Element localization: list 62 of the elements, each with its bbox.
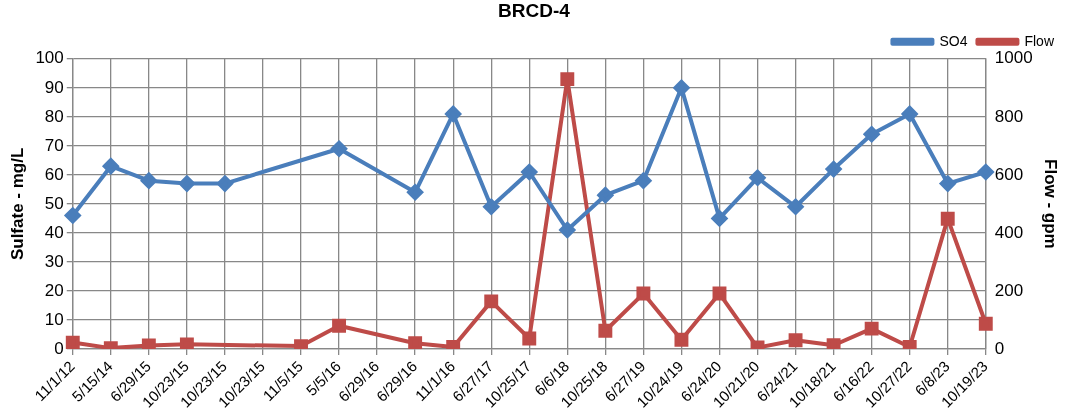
point — [939, 175, 956, 192]
point — [216, 175, 233, 192]
y2-tick-label: 0 — [994, 338, 1005, 358]
point — [712, 286, 727, 301]
y-tick-label: 10 — [44, 309, 64, 329]
point — [408, 336, 423, 349]
point — [332, 318, 347, 333]
legend-label: SO4 — [939, 32, 968, 49]
point — [788, 333, 803, 348]
point — [483, 198, 500, 215]
point — [636, 286, 651, 301]
point — [978, 316, 993, 331]
legend-label: Flow — [1024, 32, 1055, 49]
point — [673, 79, 690, 96]
y-tick-label: 40 — [44, 222, 64, 242]
point — [331, 140, 348, 157]
point — [64, 207, 81, 224]
point — [787, 198, 804, 215]
y2-tick-label: 400 — [994, 222, 1024, 242]
point — [140, 172, 157, 189]
point — [484, 294, 499, 309]
y-axis-title: Sulfate - mg/L — [7, 147, 27, 261]
y-tick-label: 0 — [54, 338, 64, 358]
y2-axis-title: Flow - gpm — [1041, 159, 1061, 249]
y2-tick-label: 1000 — [994, 48, 1033, 68]
point — [674, 332, 689, 347]
y-tick-label: 50 — [44, 193, 64, 213]
point — [559, 222, 576, 239]
point — [863, 126, 880, 143]
point — [445, 105, 462, 122]
point — [407, 184, 424, 201]
y-tick-label: 20 — [44, 280, 64, 300]
y-tick-label: 70 — [44, 135, 64, 155]
point — [940, 211, 955, 226]
point — [521, 163, 538, 180]
point — [522, 331, 537, 346]
point — [598, 323, 613, 338]
y-tick-label: 80 — [44, 106, 64, 126]
point — [864, 321, 879, 336]
point — [901, 105, 918, 122]
point — [102, 158, 119, 175]
point — [825, 161, 842, 178]
chart-title: BRCD-4 — [498, 0, 571, 21]
point — [178, 175, 195, 192]
point — [560, 72, 575, 87]
point — [294, 339, 308, 349]
y2-tick-label: 600 — [994, 164, 1024, 184]
y-tick-label: 60 — [44, 164, 64, 184]
point — [711, 210, 728, 227]
y-tick-label: 100 — [35, 48, 64, 68]
point — [179, 337, 194, 349]
point — [597, 187, 614, 204]
point — [141, 338, 156, 349]
y2-tick-label: 800 — [994, 106, 1024, 126]
point — [826, 338, 841, 349]
point — [65, 335, 80, 349]
point — [977, 163, 994, 180]
y-tick-label: 30 — [44, 251, 64, 271]
y-tick-label: 90 — [44, 77, 64, 97]
y2-tick-label: 200 — [994, 280, 1024, 300]
point — [635, 172, 652, 189]
point — [749, 169, 766, 186]
